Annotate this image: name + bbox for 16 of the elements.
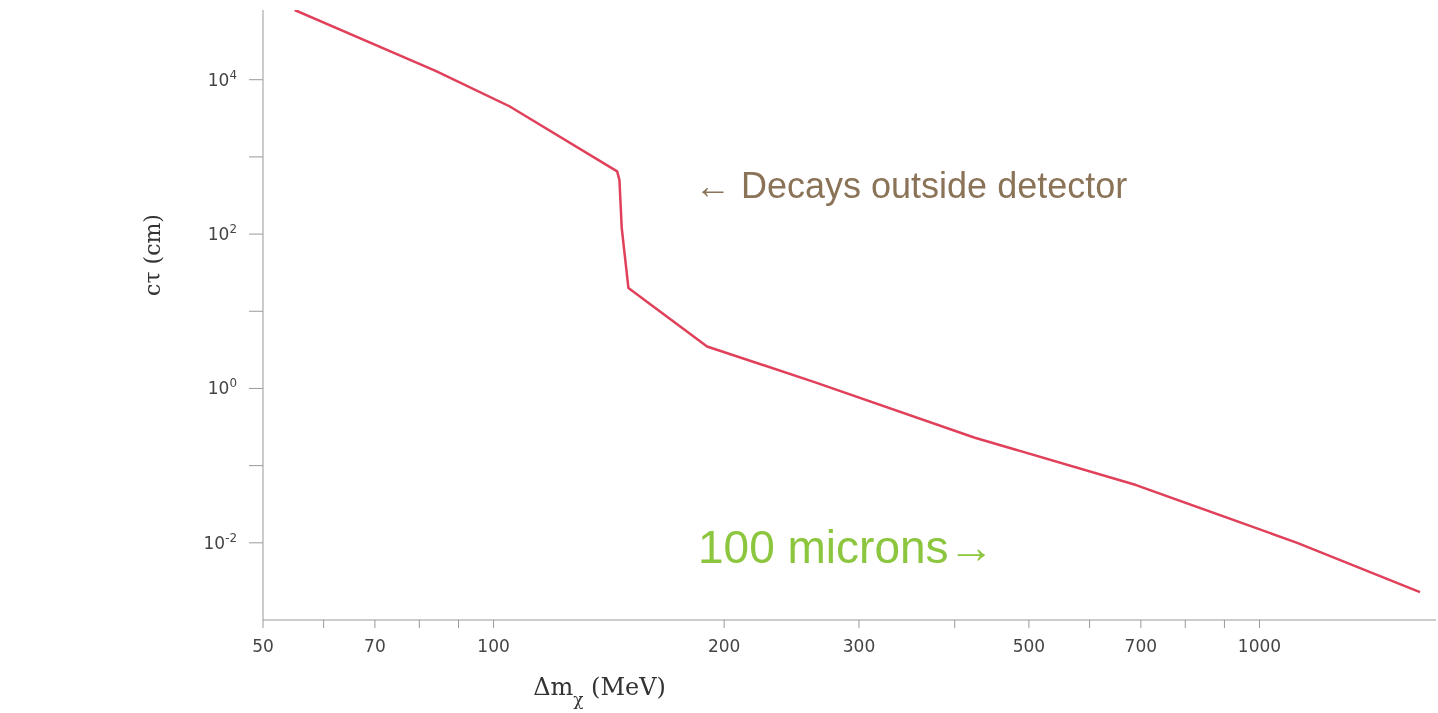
x-tick-label: 1000 [1237,636,1282,656]
y-tick-label: 10$^{2}$ [207,222,237,245]
x-tick-label: 70 [364,636,386,656]
x-tick-label: 50 [252,636,274,656]
y-axis-title: cτ (cm) [140,214,165,296]
x-tick-label: 500 [1012,636,1046,656]
x-tick-label: 700 [1124,636,1158,656]
x-tick-label: 300 [842,636,876,656]
annotation: ← Decays outside detector [695,165,1128,207]
x-axis-title: Δm$_{χ}$ (MeV) [533,673,666,709]
x-tick-label: 200 [707,636,741,656]
y-tick-label: 10$^{-2}$ [203,530,237,553]
y-tick-label: 10$^{0}$ [207,376,237,399]
x-tick-label: 100 [477,636,510,656]
y-tick-label: 10$^{4}$ [207,67,237,90]
annotation: 100 microns→ [698,520,995,574]
